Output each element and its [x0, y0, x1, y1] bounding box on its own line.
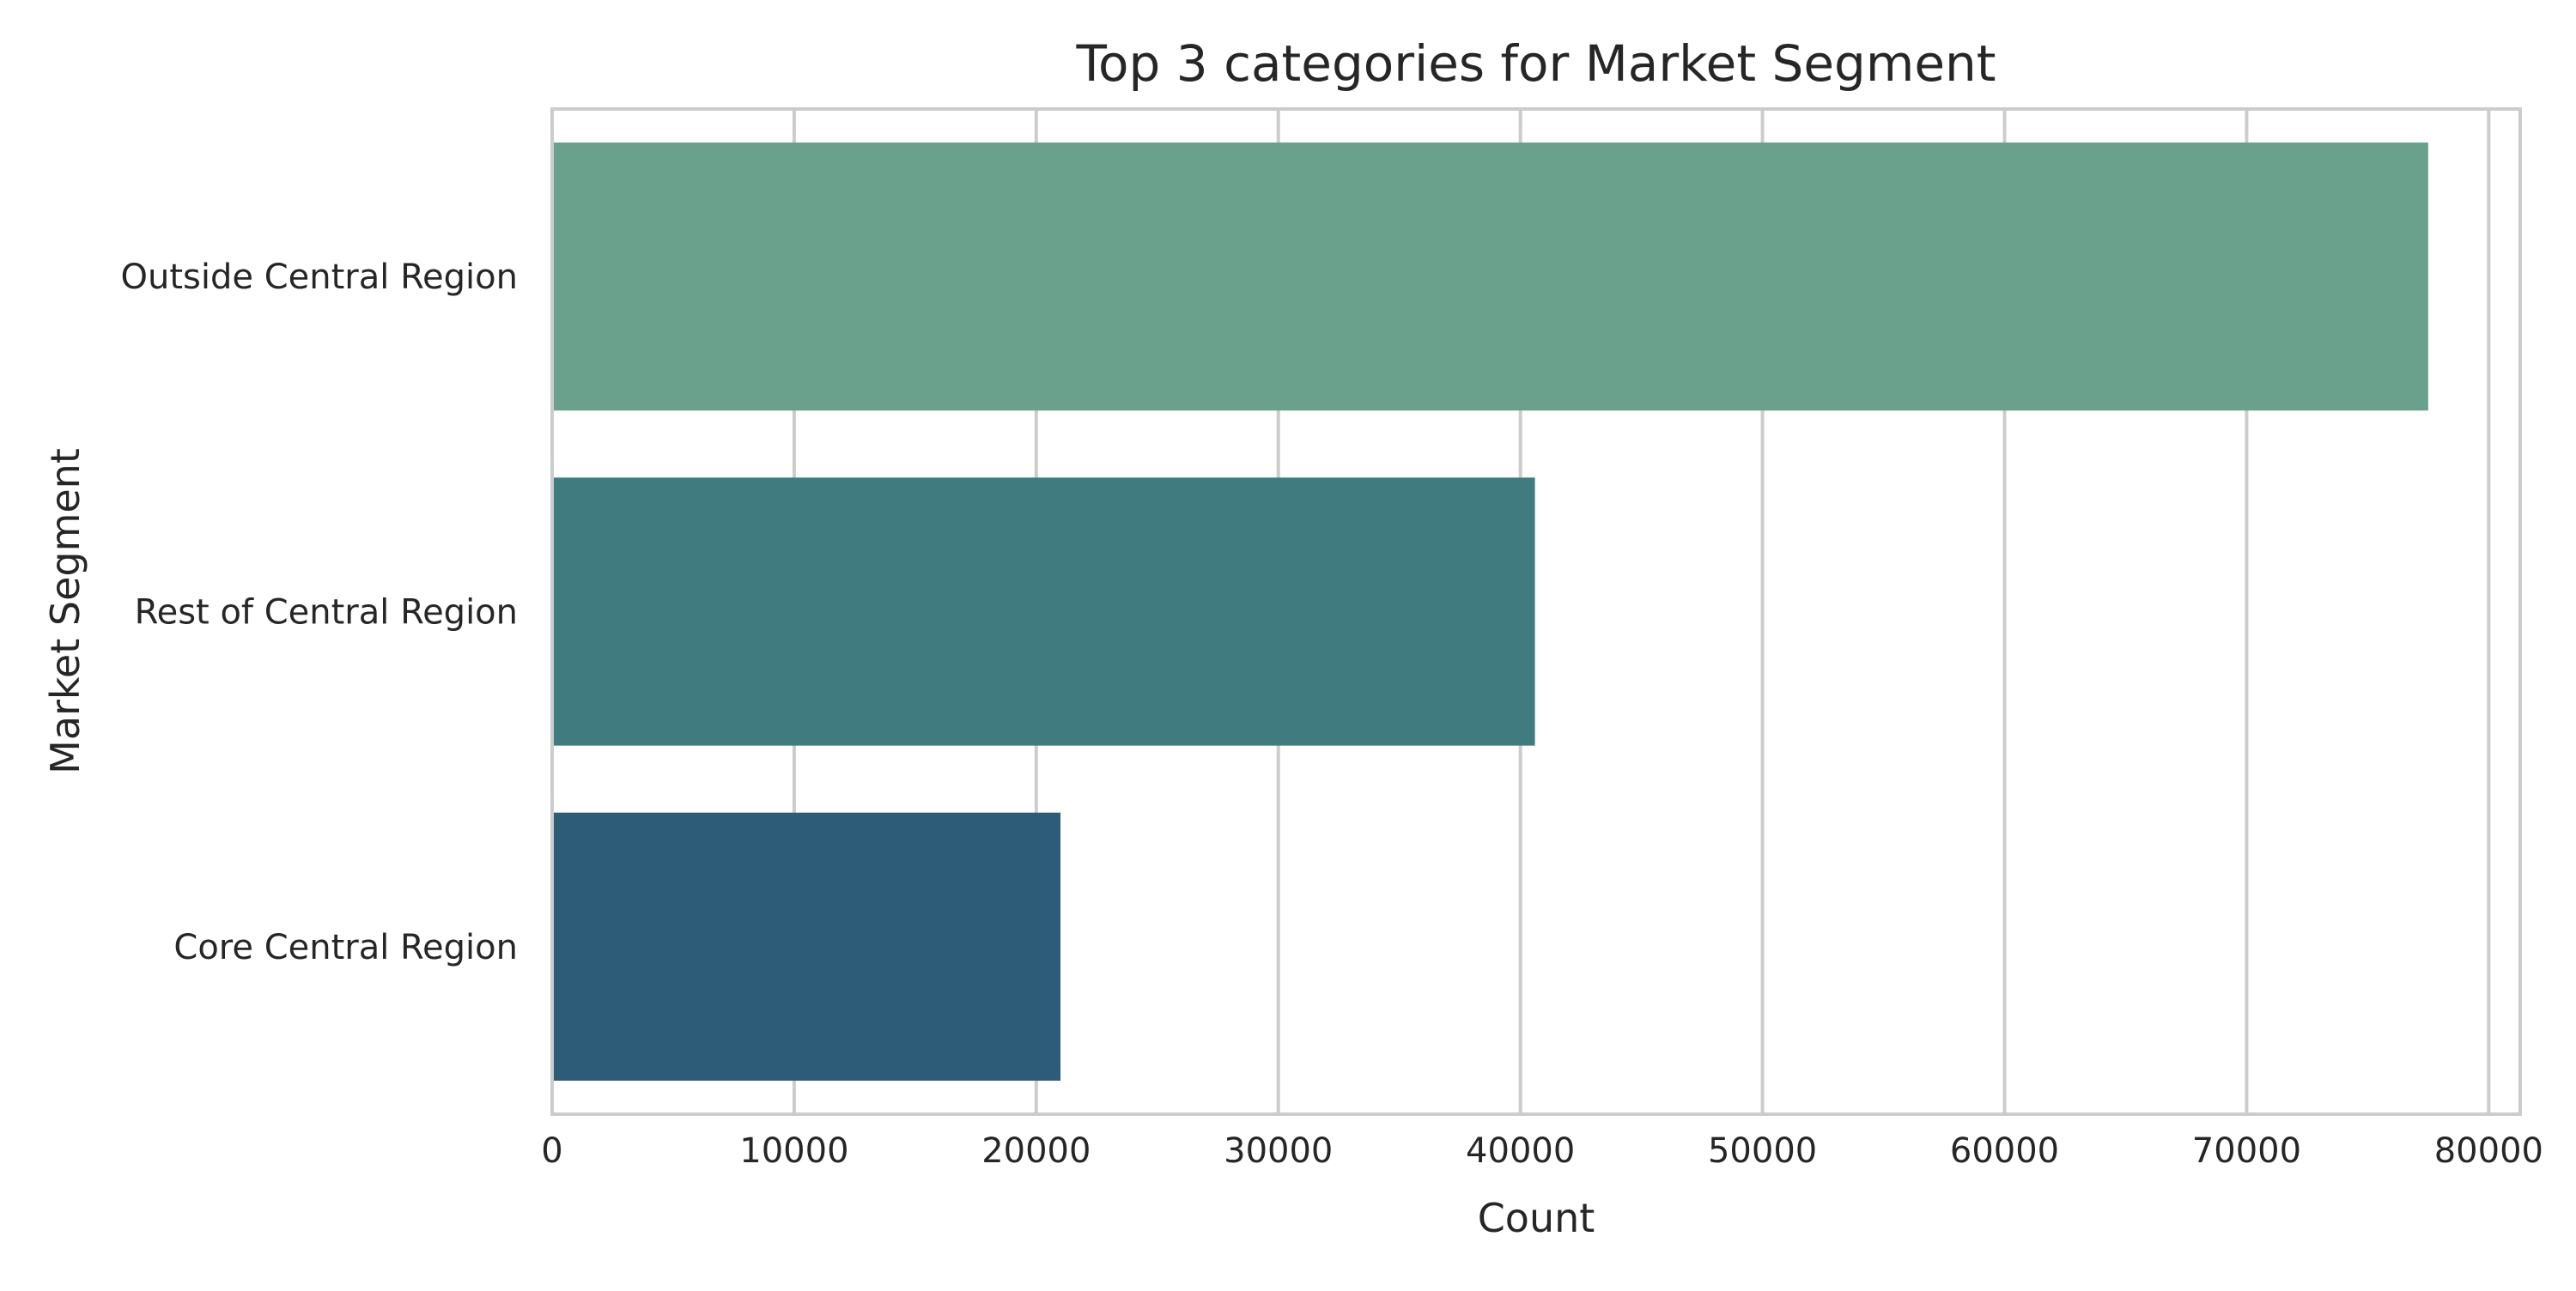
x-axis-label: Count: [1478, 1195, 1595, 1241]
x-tick-label: 30000: [1224, 1131, 1333, 1171]
x-tick-label: 60000: [1950, 1131, 2059, 1171]
x-tick-label: 70000: [2192, 1131, 2301, 1171]
plot-frame: [550, 107, 2522, 1116]
bar: [552, 812, 1061, 1081]
bar: [552, 477, 1535, 746]
bars: [552, 142, 2428, 1081]
bar: [552, 142, 2428, 411]
y-tick-label: Core Central Region: [173, 928, 518, 967]
y-tick-labels: Outside Central Region Rest of Central Re…: [121, 258, 518, 967]
y-tick-label: Rest of Central Region: [135, 593, 518, 633]
y-axis-label: Market Segment: [42, 448, 88, 774]
x-tick-label: 0: [541, 1131, 562, 1171]
x-tick-label: 40000: [1466, 1131, 1575, 1171]
x-tick-label: 10000: [739, 1131, 848, 1171]
x-tick-labels: 0 10000 20000 30000 40000 50000 60000 70000 8000…: [541, 1131, 2543, 1171]
x-tick-label: 50000: [1708, 1131, 1817, 1171]
chart-title: Top 3 categories for Market Segment: [1075, 34, 1996, 93]
x-tick-label: 80000: [2434, 1131, 2543, 1171]
x-tick-label: 20000: [981, 1131, 1091, 1171]
y-tick-label: Outside Central Region: [121, 258, 518, 297]
